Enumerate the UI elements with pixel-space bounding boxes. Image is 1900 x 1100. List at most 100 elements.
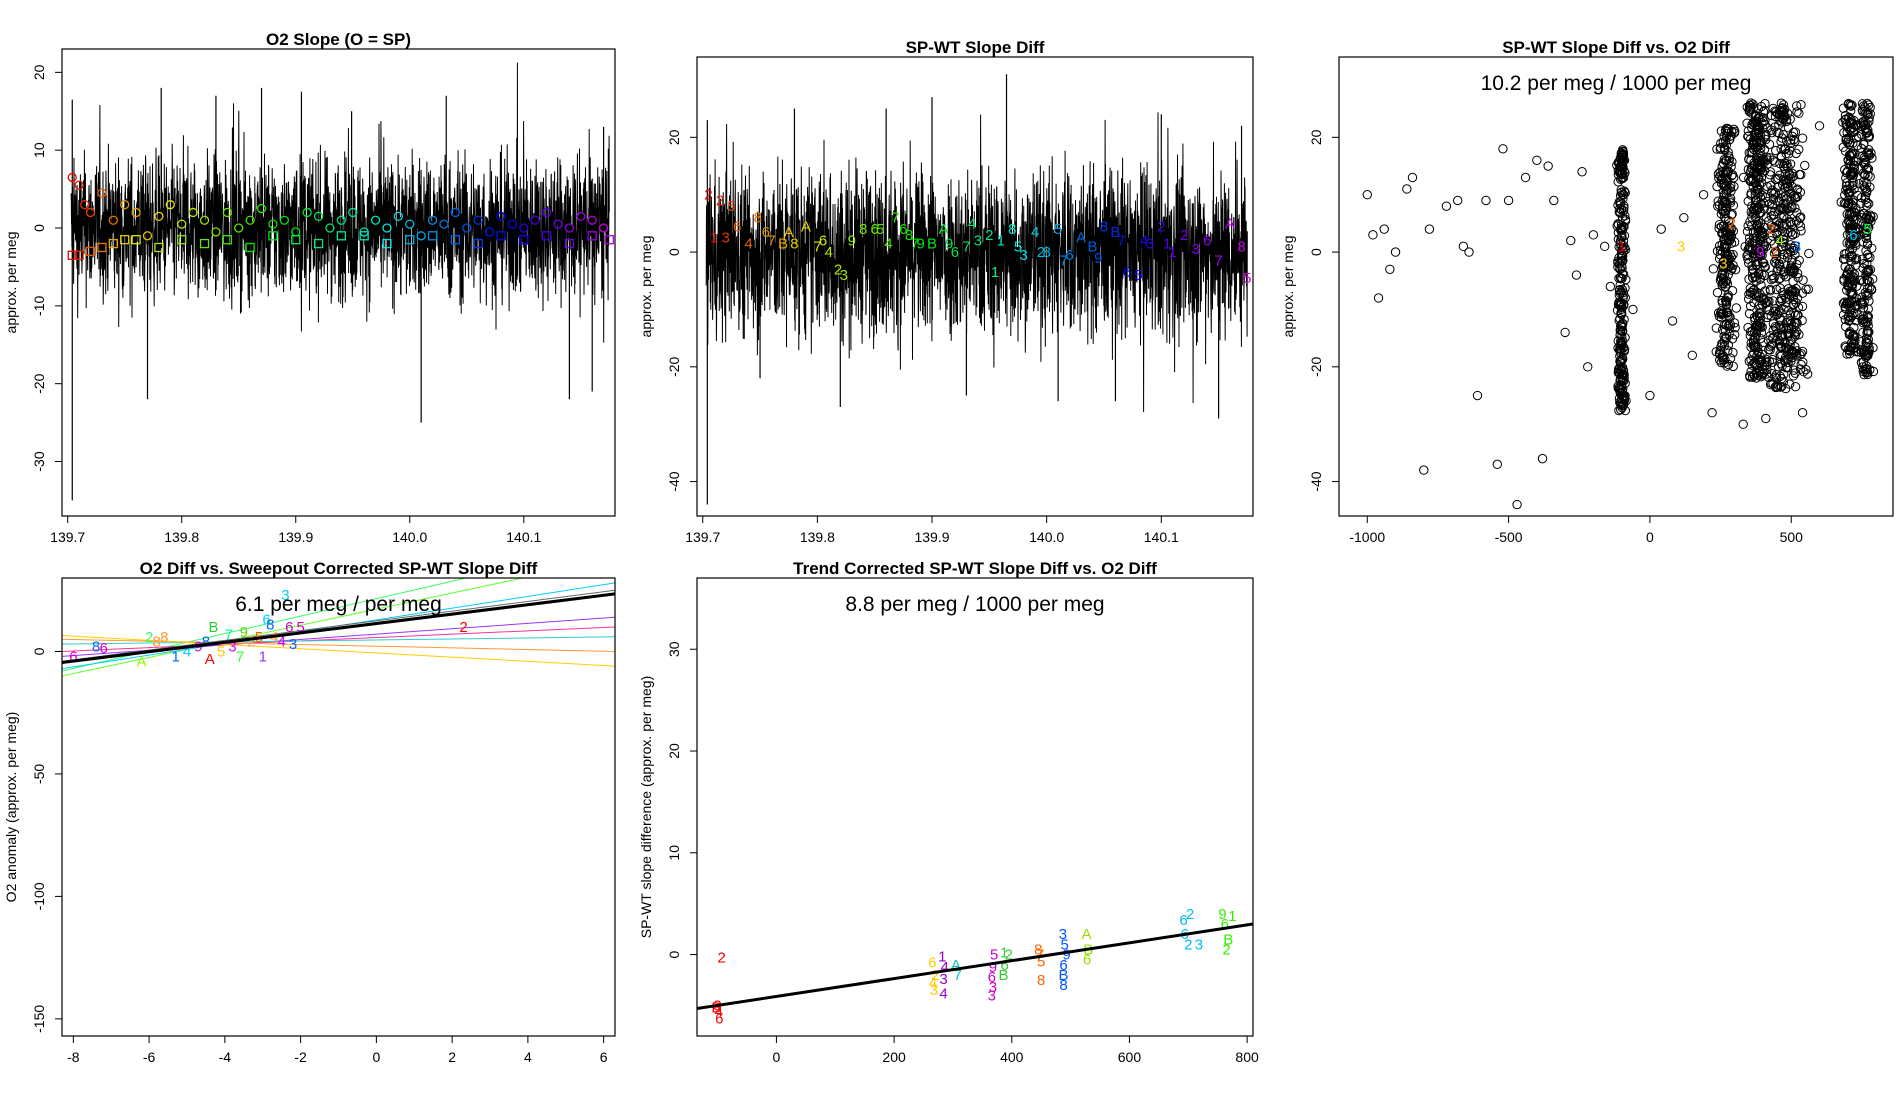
scatter-point <box>1362 190 1372 200</box>
scatter-point <box>1779 144 1790 155</box>
scatter-point <box>1620 405 1631 416</box>
scatter-point <box>1779 210 1789 221</box>
plot-frame <box>61 577 616 1037</box>
scatter-point <box>1848 279 1858 289</box>
scatter-point <box>1618 236 1629 246</box>
scatter-point <box>1860 154 1871 165</box>
scatter-point <box>1731 303 1741 313</box>
scatter-point <box>1794 169 1805 180</box>
scatter-point <box>1754 137 1765 148</box>
scatter-point <box>1725 234 1735 245</box>
segment-mean-circle <box>541 207 552 218</box>
segment-mean-square <box>496 231 506 241</box>
data-point-label: 8 <box>266 617 274 634</box>
x-tick-label: 139.7 <box>50 529 85 545</box>
scatter-point <box>1687 350 1698 361</box>
scatter-point <box>1727 334 1738 344</box>
data-point-label: 5 <box>1061 936 1069 953</box>
scatter-point <box>1723 359 1734 370</box>
scatter-point <box>1512 499 1522 510</box>
x-tick-label: 139.9 <box>278 529 313 545</box>
chart-title: Trend Corrected SP-WT Slope Diff vs. O2 … <box>793 559 1157 578</box>
scatter-point <box>1617 168 1627 179</box>
plot-frame <box>1338 56 1894 517</box>
scatter-point <box>1860 120 1870 130</box>
scatter-point <box>1771 370 1782 380</box>
scatter-point <box>1785 159 1796 169</box>
scatter-point <box>1790 382 1801 392</box>
scatter-point <box>1836 197 1846 207</box>
scatter-point <box>1615 203 1625 214</box>
data-point-label: 6 <box>1083 952 1091 969</box>
scatter-point <box>1789 365 1799 375</box>
scatter-point <box>1776 144 1786 154</box>
segment-label: A <box>938 221 948 238</box>
segment-label: 1 <box>1163 235 1171 252</box>
data-point-label: 2 <box>931 967 939 984</box>
scatter-point <box>1797 301 1808 312</box>
segment-mean-circle <box>154 211 164 221</box>
segment-label: 7 <box>891 210 899 227</box>
scatter-point <box>1862 185 1872 196</box>
scatter-point <box>1712 287 1723 298</box>
scatter-point <box>1845 252 1855 262</box>
y-tick-label: -10 <box>31 296 47 316</box>
segment-mean-circle <box>496 211 506 221</box>
scatter-point <box>1615 263 1625 273</box>
data-point-label: 1 <box>1228 908 1236 925</box>
scatter-point <box>1797 346 1808 357</box>
segment-mean-square <box>268 231 278 241</box>
cluster-label: 3 <box>1677 238 1685 255</box>
segment-mean-circle <box>234 223 244 233</box>
scatter-point <box>1782 354 1792 365</box>
segment-mean-circle <box>245 215 255 225</box>
data-point-label: 6 <box>1179 912 1187 929</box>
scatter-point <box>1764 139 1775 150</box>
scatter-point <box>1753 164 1763 174</box>
segment-mean-square <box>564 238 575 249</box>
data-point-label: 1 <box>171 648 179 665</box>
scatter-point <box>1847 290 1857 300</box>
scatter-point <box>1723 292 1733 302</box>
scatter-point <box>1711 323 1722 333</box>
scatter-point <box>1720 125 1731 136</box>
scatter-point <box>1707 408 1717 418</box>
scatter-point <box>1863 132 1874 142</box>
segment-mean-circle <box>120 200 130 210</box>
scatter-point <box>1842 137 1853 148</box>
scatter-point <box>1744 274 1754 284</box>
segment-label: 6 <box>819 233 827 250</box>
scatter-point <box>1859 316 1869 327</box>
x-tick-label: 600 <box>1118 1049 1142 1065</box>
segment-label: 1 <box>710 230 718 247</box>
x-tick-label: 140.1 <box>1144 529 1179 545</box>
scatter-point <box>1772 380 1783 390</box>
data-point-label: A <box>205 651 215 668</box>
x-tick-label: 4 <box>524 1049 532 1065</box>
cluster-label: 3 <box>1719 256 1727 273</box>
scatter-point <box>1775 322 1786 333</box>
y-tick-label: -50 <box>31 764 47 784</box>
segment-label: A <box>784 224 794 241</box>
scatter-point <box>1848 198 1858 208</box>
scatter-point <box>1856 121 1867 131</box>
scatter-point <box>1728 347 1738 358</box>
scatter-point <box>1723 255 1734 266</box>
scatter-point <box>1765 170 1775 180</box>
scatter-point <box>1762 152 1772 163</box>
scatter-point <box>1766 236 1776 246</box>
scatter-point <box>1616 309 1627 320</box>
scatter-point <box>1851 132 1862 143</box>
scatter-point <box>1747 212 1757 223</box>
scatter-point <box>1785 351 1795 362</box>
scatter-point <box>1744 174 1754 184</box>
scatter-point <box>1775 115 1785 125</box>
segment-mean-circle <box>256 203 267 214</box>
scatter-point <box>1766 274 1777 285</box>
scatter-point <box>1788 371 1799 381</box>
x-tick-label: 139.8 <box>800 529 835 545</box>
scatter-point <box>1588 230 1599 240</box>
scatter-point <box>1865 182 1875 192</box>
scatter-point <box>1753 202 1763 212</box>
